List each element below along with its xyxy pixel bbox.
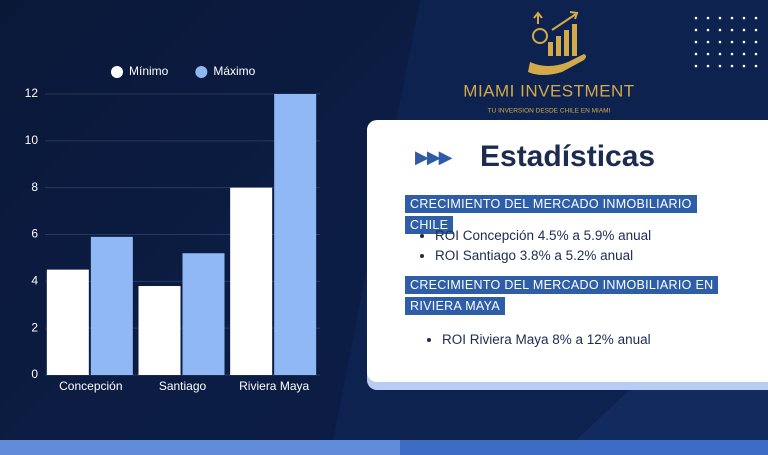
- y-tick-label: 2: [31, 320, 38, 334]
- bullet-item: ROI Riviera Maya 8% a 12% anual: [442, 330, 651, 350]
- legend-label: Máximo: [213, 64, 255, 78]
- bar: [138, 286, 181, 375]
- dot: [754, 64, 758, 68]
- legend-swatch: [195, 66, 208, 78]
- y-tick-label: 10: [25, 133, 39, 147]
- panel-title: Estadísticas: [480, 140, 656, 173]
- dot: [730, 64, 734, 68]
- section-heading: CRECIMIENTO DEL MERCADO INMOBILIARIO CHI…: [405, 194, 725, 236]
- dot: [730, 28, 734, 32]
- dot: [730, 40, 734, 44]
- bullet-list: ROI Concepción 4.5% a 5.9% anual ROI San…: [417, 226, 651, 266]
- bar: [46, 269, 89, 375]
- dot: [706, 16, 710, 20]
- dot: [754, 28, 758, 32]
- dot: [694, 16, 698, 20]
- dot: [694, 64, 698, 68]
- dot: [754, 16, 758, 20]
- dot: [742, 40, 746, 44]
- bar: [230, 187, 273, 375]
- dot: [694, 28, 698, 32]
- brand-tagline: TU INVERSION DESDE CHILE EN MIAMI: [488, 108, 611, 115]
- brand-name: MIAMI INVESTMENT: [463, 81, 634, 100]
- dot: [742, 16, 746, 20]
- dot: [706, 52, 710, 56]
- dot: [718, 28, 722, 32]
- y-tick-label: 4: [31, 274, 38, 288]
- x-tick-label: Concepción: [59, 379, 122, 393]
- dot: [730, 16, 734, 20]
- bullet-item: ROI Santiago 3.8% a 5.2% anual: [435, 246, 651, 266]
- dot: [742, 28, 746, 32]
- dot: [706, 28, 710, 32]
- section-heading-text: CRECIMIENTO DEL MERCADO INMOBILIARIO EN …: [405, 276, 719, 315]
- dot: [718, 64, 722, 68]
- dot-pattern: [694, 16, 758, 68]
- y-tick-label: 12: [25, 86, 39, 100]
- x-tick-label: Riviera Maya: [239, 379, 309, 393]
- bar: [182, 253, 225, 375]
- arrows-icon: ▶▶▶: [415, 147, 453, 167]
- bullet-item: ROI Concepción 4.5% a 5.9% anual: [435, 226, 651, 246]
- y-tick-label: 8: [31, 180, 38, 194]
- legend-swatch: [111, 66, 123, 78]
- x-tick-label: Santiago: [159, 379, 207, 393]
- section-heading: CRECIMIENTO DEL MERCADO INMOBILIARIO EN …: [405, 275, 725, 317]
- dot: [754, 40, 758, 44]
- legend-label: Mínimo: [129, 64, 169, 78]
- y-tick-label: 6: [31, 227, 38, 241]
- y-tick-label: 0: [31, 367, 38, 381]
- dot: [718, 40, 722, 44]
- dot: [706, 64, 710, 68]
- dot: [694, 52, 698, 56]
- dot: [742, 52, 746, 56]
- bar: [274, 94, 317, 375]
- bottom-bar: [0, 440, 400, 455]
- dot: [730, 52, 734, 56]
- logo: [528, 11, 586, 75]
- dot: [718, 16, 722, 20]
- stats-panel: ▶▶▶ Estadísticas CRECIMIENTO DEL MERCADO…: [367, 120, 768, 382]
- dot: [694, 40, 698, 44]
- dot: [706, 40, 710, 44]
- bullet-list: ROI Riviera Maya 8% a 12% anual: [424, 330, 651, 350]
- dot: [754, 52, 758, 56]
- dot: [718, 52, 722, 56]
- dot: [742, 64, 746, 68]
- bar: [90, 236, 133, 375]
